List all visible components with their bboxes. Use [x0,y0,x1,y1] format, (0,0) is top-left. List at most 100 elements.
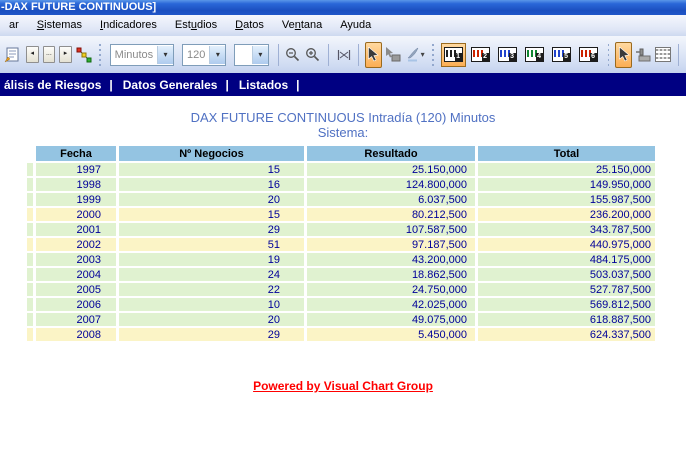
chart-window-number: 2 [481,53,489,61]
chart-bars-glyph [526,50,537,57]
chart-bars-glyph [499,50,510,57]
table-row: 1999 20 6.037,500 155.987,500 [27,193,655,206]
pin-annotation-button[interactable] [634,42,652,68]
cell-indent [27,328,33,341]
cell-fecha: 2002 [36,238,116,251]
cell-indent [27,253,33,266]
cell-negocios: 20 [119,193,304,206]
compression-combo-value: 120 [187,48,206,61]
cell-resultado: 6.037,500 [307,193,475,206]
chart-window-number: 3 [508,53,516,61]
chart-window-button-2[interactable]: 2 [468,43,493,67]
zoom-out-icon [286,47,300,61]
table-row: 2006 10 42.025,000 569.812,500 [27,298,655,311]
table-row: 2008 29 5.450,000 624.337,500 [27,328,655,341]
toolbar-grip[interactable] [98,43,101,66]
window-title: -DAX FUTURE CONTINUOUS] [1,1,157,13]
toolbar-separator [328,43,330,66]
powered-by-link[interactable]: Powered by Visual Chart Group [253,379,433,393]
cell-negocios: 51 [119,238,304,251]
table-row: 2007 20 49.075,000 618.887,500 [27,313,655,326]
nav-separator: | [225,77,229,92]
chart-window-button-6[interactable]: 6 [576,43,601,67]
chart-window-button-3[interactable]: 3 [495,43,520,67]
chevron-down-icon[interactable]: ▾ [251,45,268,64]
cell-resultado: 43.200,000 [307,253,475,266]
cell-fecha: 2001 [36,223,116,236]
compress-scale-button[interactable] [335,42,352,68]
scroll-left-button[interactable]: ◂ [26,46,39,63]
toolbar-grip[interactable] [431,43,434,66]
toolbar-separator [358,43,359,66]
arrow-mode-button[interactable] [615,41,633,68]
cell-indent [27,238,33,251]
units-combo[interactable]: ▾ [234,43,269,66]
cell-fecha: 1999 [36,193,116,206]
menu-item-datos[interactable]: Datos [235,19,264,31]
chart-window-button-5[interactable]: 5 [549,43,574,67]
chart-window-number: 4 [535,53,543,61]
toolbar-separator [277,43,279,66]
cell-total: 503.037,500 [478,268,655,281]
cell-fecha: 2004 [36,268,116,281]
chart-window-number: 5 [562,53,570,61]
cell-negocios: 19 [119,253,304,266]
chevron-down-icon[interactable]: ▾ [420,50,425,59]
linked-nodes-icon [76,47,92,62]
header-indent [27,146,33,161]
chart-properties-button[interactable] [3,42,23,68]
chevron-down-icon[interactable]: ▾ [209,45,226,64]
cell-negocios: 10 [119,298,304,311]
report-title-line2: Sistema: [317,125,369,140]
chart-window-button-1[interactable]: 1 [440,42,466,67]
nav-separator: | [109,77,113,92]
properties-icon [4,47,19,62]
nav-item-datos-generales[interactable]: Datos Generales [122,77,218,92]
compression-combo[interactable]: 120 ▾ [182,43,227,66]
toolbar-grip[interactable] [607,43,610,66]
cell-resultado: 80.212,500 [307,208,475,221]
cell-negocios: 29 [119,328,304,341]
cell-resultado: 124.800,000 [307,178,475,191]
zoom-out-button[interactable] [284,42,302,68]
menu-item-sistemas[interactable]: Sistemas [36,19,83,31]
report-footer: Powered by Visual Chart Group [0,377,686,395]
report-title-line1: DAX FUTURE CONTINUOUS Intradía (120) Min… [190,110,496,125]
cell-indent [27,178,33,191]
toolbar: ◂ ... ▸ Minutos ▾ 120 ▾ ▾ [0,36,686,73]
scroll-pages-button[interactable]: ... [42,46,56,63]
period-combo[interactable]: Minutos ▾ [109,43,175,66]
table-row: 2005 22 24.750,000 527.787,500 [27,283,655,296]
menu-item-ayuda[interactable]: Ayuda [340,19,372,31]
menu-item-estudios[interactable]: Estudios [174,19,218,31]
cell-indent [27,193,33,206]
zoom-in-button[interactable] [304,42,322,68]
cell-negocios: 15 [119,208,304,221]
nav-item-lisis-de-riesgos[interactable]: álisis de Riesgos [4,77,102,92]
table-row: 2003 19 43.200,000 484.175,000 [27,253,655,266]
chart-window-icon: 4 [524,47,544,62]
report-title: DAX FUTURE CONTINUOUS Intradía (120) Min… [0,110,686,140]
cell-resultado: 107.587,500 [307,223,475,236]
menu-item-ar[interactable]: ar [9,19,19,31]
menu-item-ventana[interactable]: Ventana [281,19,323,31]
cell-fecha: 2005 [36,283,116,296]
nav-item-listados[interactable]: Listados [238,77,289,92]
select-object-tool-button[interactable] [384,42,402,68]
scroll-right-button[interactable]: ▸ [59,46,72,63]
chart-window-icon: 3 [497,47,517,62]
chart-window-number: 1 [454,53,462,61]
cell-resultado: 24.750,000 [307,283,475,296]
chart-window-icon: 5 [551,47,571,62]
fill-pattern-button[interactable] [654,42,672,68]
linked-series-button[interactable] [75,42,93,68]
pointer-tool-button[interactable] [364,41,382,68]
cell-resultado: 97.187,500 [307,238,475,251]
chart-window-button-4[interactable]: 4 [522,43,547,67]
draw-tool-button[interactable]: ▾ [404,42,426,68]
menu-item-indicadores[interactable]: Indicadores [100,19,157,31]
cell-resultado: 18.862,500 [307,268,475,281]
chevron-down-icon[interactable]: ▾ [157,45,174,64]
header-fecha: Fecha [36,146,116,161]
